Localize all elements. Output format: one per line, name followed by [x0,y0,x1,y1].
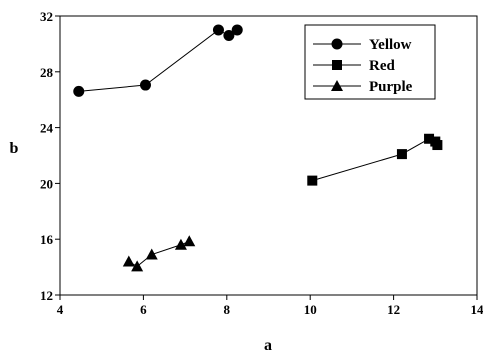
data-point-purple [174,238,187,250]
legend-marker-red [332,60,342,70]
legend-items: Yellow Red Purple [313,37,413,95]
data-point-red [396,149,407,160]
data-point-yellow [231,24,243,36]
legend-label-purple: Purple [369,79,413,95]
legend-box [304,24,436,100]
x-tick-label: 10 [304,302,317,317]
legend: Yellow Red Purple [304,24,436,100]
legend-item-red: Red [313,58,395,74]
x-axis-title: a [264,337,272,354]
y-tick-label: 28 [40,65,54,80]
x-tick-label: 6 [140,302,147,317]
data-point-purple [131,260,144,272]
legend-marker-purple [331,80,343,91]
data-point-yellow [223,30,235,42]
series-yellow [73,24,243,97]
data-point-red [307,175,318,186]
data-point-red [424,133,435,144]
data-point-yellow [212,24,224,36]
x-tick-label: 8 [224,302,231,317]
series-purple [122,235,196,272]
x-tick-label: 12 [387,302,400,317]
y-tick-label: 12 [40,288,53,303]
y-tick-label: 16 [40,232,54,247]
series-red [307,133,443,186]
data-point-purple [183,235,196,247]
x-axis-ticks: 4 6 8 10 12 14 [57,295,483,317]
data-point-red [432,140,443,151]
x-tick-label: 4 [57,302,64,317]
legend-item-yellow: Yellow [313,37,412,53]
y-tick-label: 32 [40,9,53,24]
y-axis-ticks: 12 16 20 24 28 32 [40,9,60,303]
x-tick-label: 14 [471,302,483,317]
legend-item-purple: Purple [313,79,413,95]
legend-label-yellow: Yellow [369,37,412,53]
legend-marker-yellow [331,38,343,50]
y-tick-label: 24 [40,121,54,136]
data-point-purple [145,248,158,260]
data-point-yellow [73,85,85,97]
data-point-yellow [139,79,151,91]
legend-label-red: Red [369,58,395,74]
y-tick-label: 20 [40,176,53,191]
series-layer [73,24,443,272]
data-point-purple [122,255,135,267]
y-axis-title: b [10,140,19,157]
